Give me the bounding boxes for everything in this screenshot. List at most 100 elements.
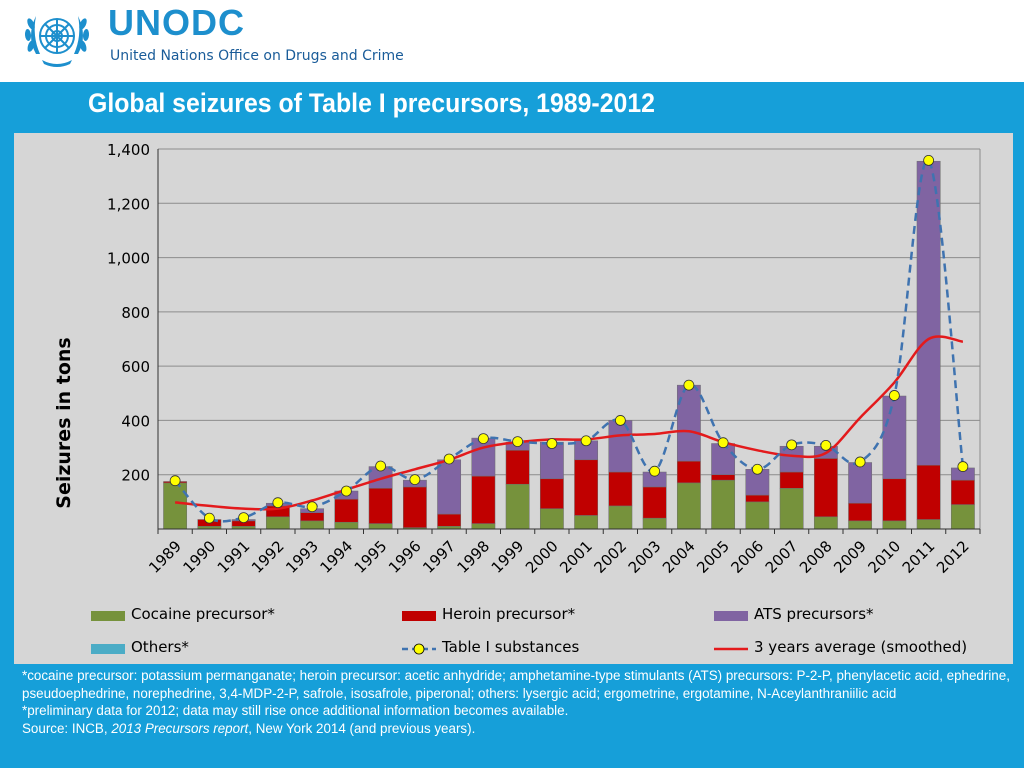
bar-segment — [437, 513, 462, 527]
bar-segment — [437, 459, 462, 515]
y-tick-label: 400 — [121, 412, 150, 430]
bar-segment — [163, 482, 188, 530]
bar-segment — [300, 520, 325, 530]
x-tick-label: 1994 — [316, 537, 356, 577]
bar-segment — [334, 498, 359, 523]
chart-svg: 1,400 1,200 1,000 800 600 400 200 198919901991… — [53, 141, 981, 577]
x-tick-label: 2011 — [899, 537, 939, 577]
footnote: *cocaine precursor: potassium permangana… — [22, 667, 1012, 737]
org-full-name: United Nations Office on Drugs and Crime — [110, 48, 404, 64]
bar-segment — [711, 479, 736, 530]
x-tick-label: 1996 — [385, 537, 425, 577]
x-tick-label: 2000 — [522, 537, 562, 577]
bar-segment — [471, 475, 496, 524]
slide-title: Global seizures of Table I precursors, 1… — [88, 88, 655, 118]
x-tick-label: 2012 — [933, 537, 973, 577]
bar-segment — [813, 516, 838, 530]
y-tick-labels: 1,400 1,200 1,000 800 600 400 200 — [107, 141, 150, 485]
table1-marker — [203, 512, 215, 524]
table1-marker — [306, 501, 318, 513]
y-axis-title: Seizures in tons — [53, 337, 75, 508]
bar-segment — [676, 482, 701, 530]
source-suffix: , New York 2014 (and previous years). — [248, 720, 476, 736]
y-tick-label: 1,000 — [107, 250, 150, 268]
bar-segment — [608, 505, 633, 530]
bar-segment — [265, 516, 290, 530]
bar-segment — [848, 502, 873, 522]
table1-marker — [786, 439, 798, 451]
bar-segment — [745, 494, 770, 503]
source-report-title: 2013 Precursors report — [111, 720, 249, 736]
footnote-definitions: *cocaine precursor: potassium permangana… — [22, 668, 1010, 701]
gridlines — [158, 148, 981, 529]
chart-panel: 1,400 1,200 1,000 800 600 400 200 1989 1990 1991… — [14, 133, 1013, 664]
bar-segment — [950, 504, 975, 530]
table1-marker — [683, 379, 695, 391]
bar-segment — [402, 486, 427, 528]
x-tick-label: 2010 — [864, 537, 904, 577]
x-tick-label: 1989 — [145, 537, 185, 577]
bar-segment — [882, 395, 907, 480]
bar-segment — [642, 517, 667, 530]
bar-segment — [505, 483, 530, 530]
legend-swatch — [714, 647, 748, 651]
table1-marker — [546, 438, 558, 449]
y-tick-label: 600 — [121, 358, 150, 376]
x-tick-labels: 1989199019911992199319941995199619971998… — [145, 537, 972, 577]
x-tick-label: 2009 — [830, 537, 870, 577]
x-tick-label: 2001 — [556, 537, 596, 577]
table1-marker — [272, 497, 284, 509]
table1-line — [174, 159, 965, 523]
bar-segment — [642, 486, 667, 519]
table1-marker — [751, 463, 763, 475]
table1-marker — [854, 456, 866, 468]
axes — [157, 149, 981, 534]
y-tick-label: 800 — [121, 304, 150, 322]
x-tick-label: 1991 — [214, 537, 254, 577]
table1-marker — [614, 415, 626, 426]
bar-segment — [300, 512, 325, 522]
un-emblem-icon — [24, 16, 90, 67]
table1-marker — [477, 433, 489, 445]
legend-label: Table I substances — [442, 638, 580, 656]
x-tick-label: 2005 — [693, 537, 733, 577]
x-tick-label: 1993 — [282, 537, 322, 577]
bar-segment — [676, 384, 701, 462]
footnote-source: Source: INCB, 2013 Precursors report, Ne… — [22, 720, 1012, 738]
table1-marker — [340, 485, 352, 497]
y-tick-label: 1,400 — [107, 141, 150, 159]
bar-segment — [368, 488, 393, 524]
table1-marker — [409, 474, 421, 486]
bar-series — [163, 160, 975, 530]
bar-segment — [813, 458, 838, 518]
table1-marker — [820, 439, 832, 451]
bar-segment — [505, 450, 530, 485]
bar-segment — [334, 521, 359, 530]
bar-segment — [916, 160, 941, 466]
legend-swatch — [714, 611, 748, 621]
legend-label: 3 years average (smoothed) — [754, 638, 968, 656]
bar-segment — [676, 460, 701, 484]
table1-line-series — [169, 154, 969, 524]
bar-segment — [779, 488, 804, 530]
x-tick-label: 1995 — [351, 537, 391, 577]
bar-segment — [711, 474, 736, 481]
x-tick-label: 2003 — [625, 537, 665, 577]
average-line-series — [174, 335, 964, 511]
bar-segment — [574, 459, 599, 516]
table1-marker — [512, 436, 524, 448]
bar-segment — [711, 443, 736, 475]
legend-swatch — [402, 611, 436, 621]
x-tick-label: 1992 — [248, 537, 288, 577]
bar-segment — [368, 523, 393, 530]
table1-marker — [717, 437, 729, 449]
bar-segment — [916, 464, 941, 520]
org-abbreviation: UNODC — [108, 2, 245, 43]
bar-segment — [471, 523, 496, 530]
footnote-preliminary: *preliminary data for 2012; data may sti… — [22, 703, 569, 719]
legend-label: Others* — [131, 638, 189, 656]
table1-marker — [238, 512, 250, 524]
table1-marker — [443, 453, 455, 465]
bar-segment — [882, 478, 907, 522]
legend-swatch — [91, 611, 125, 621]
